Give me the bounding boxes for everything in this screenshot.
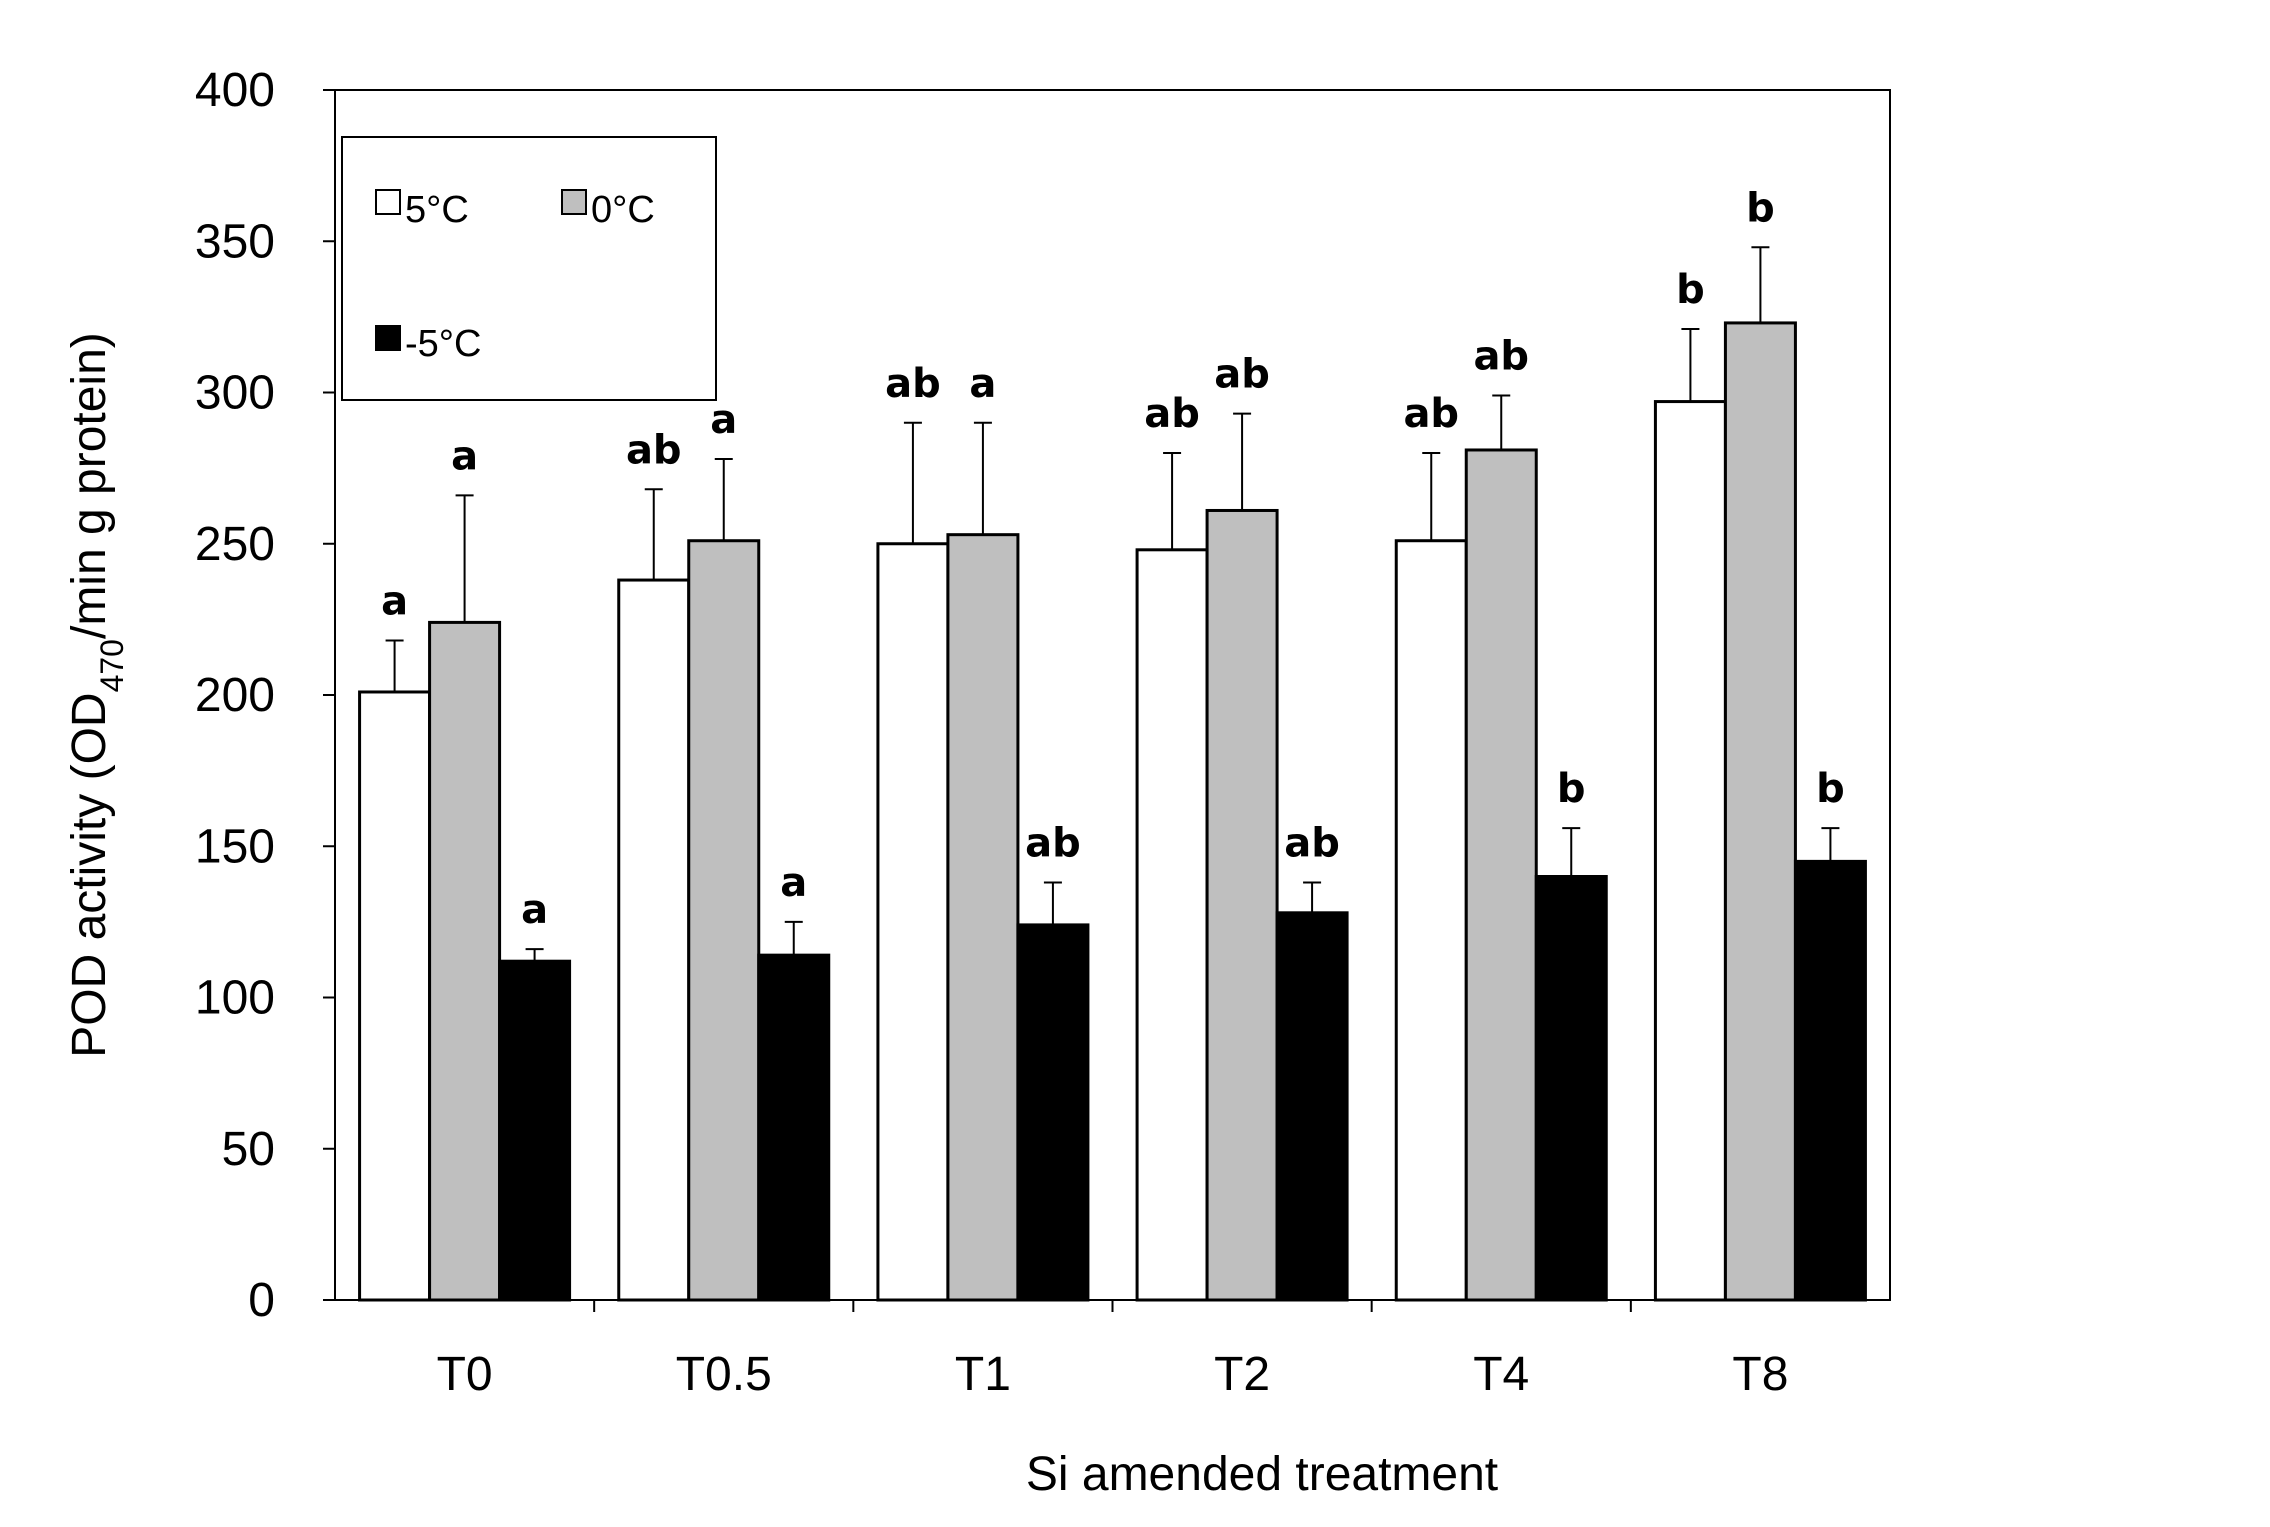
significance-label: ab — [1214, 352, 1270, 398]
x-tick-label: T4 — [1473, 1348, 1529, 1401]
x-tick-label: T0.5 — [676, 1348, 772, 1401]
bar — [946, 533, 1020, 1302]
x-tick-label: T1 — [955, 1348, 1011, 1401]
significance-label: ab — [1473, 334, 1529, 380]
bar — [358, 690, 432, 1302]
bar — [498, 959, 572, 1302]
y-tick-label: 400 — [195, 64, 275, 117]
axis-layer: 0 50 100 150 200 250 300 350 400 T0 T0.5 T1 T2 T4 T8 — [195, 64, 1789, 1401]
x-tick-label: T2 — [1214, 1348, 1270, 1401]
significance-label: b — [1746, 185, 1775, 231]
significance-label: b — [1816, 766, 1845, 812]
bar — [1275, 911, 1349, 1302]
legend-box — [341, 136, 717, 401]
legend: 5°C 0°C -5°C — [341, 136, 717, 401]
bar — [876, 542, 950, 1302]
significance-label: ab — [1403, 391, 1459, 437]
legend-swatch-minus5c — [375, 325, 401, 351]
y-axis-title: POD activity (OD470/min g protein) — [63, 332, 130, 1058]
significance-label: a — [381, 579, 408, 625]
significance-label: a — [710, 397, 737, 443]
significance-label: ab — [626, 427, 682, 473]
y-tick-label: 0 — [248, 1274, 275, 1327]
significance-label: ab — [1025, 821, 1081, 867]
bar — [1723, 321, 1797, 1302]
significance-label: ab — [1144, 391, 1200, 437]
legend-swatch-5c — [375, 189, 401, 215]
y-axis-title-main: POD activity (OD — [63, 692, 116, 1057]
y-tick-label: 50 — [222, 1123, 275, 1176]
bar — [1394, 539, 1468, 1302]
y-tick-label: 200 — [195, 669, 275, 722]
bar — [1016, 923, 1090, 1302]
bar — [757, 953, 831, 1302]
bar — [1793, 859, 1867, 1302]
significance-label: b — [1557, 766, 1586, 812]
legend-swatch-0c — [561, 189, 587, 215]
y-tick-label: 100 — [195, 972, 275, 1025]
significance-label: a — [780, 860, 807, 906]
bar — [1464, 448, 1538, 1302]
significance-label: b — [1676, 267, 1705, 313]
legend-label-minus5c: -5°C — [405, 323, 481, 365]
y-axis-title-subscript: 470 — [94, 639, 130, 692]
y-axis-title-rest: /min g protein) — [63, 332, 116, 639]
bar — [1205, 508, 1279, 1302]
y-tick-label: 250 — [195, 518, 275, 571]
x-tick-label: T0 — [437, 1348, 493, 1401]
y-tick-label: 350 — [195, 215, 275, 268]
significance-label: a — [969, 361, 996, 407]
legend-label-0c: 0°C — [591, 189, 655, 231]
bar — [1534, 875, 1608, 1302]
significance-label: a — [521, 887, 548, 933]
y-tick-label: 300 — [195, 367, 275, 420]
significance-label: ab — [885, 361, 941, 407]
bar — [428, 620, 502, 1302]
x-axis-title: Si amended treatment — [1026, 1448, 1498, 1501]
y-tick-label: 150 — [195, 820, 275, 873]
significance-label: a — [451, 433, 478, 479]
legend-label-5c: 5°C — [405, 189, 469, 231]
bar — [1653, 400, 1727, 1302]
bar — [687, 539, 761, 1302]
x-tick-label: T8 — [1732, 1348, 1788, 1401]
bar — [617, 578, 691, 1302]
significance-label: ab — [1284, 821, 1340, 867]
bar — [1135, 548, 1209, 1302]
